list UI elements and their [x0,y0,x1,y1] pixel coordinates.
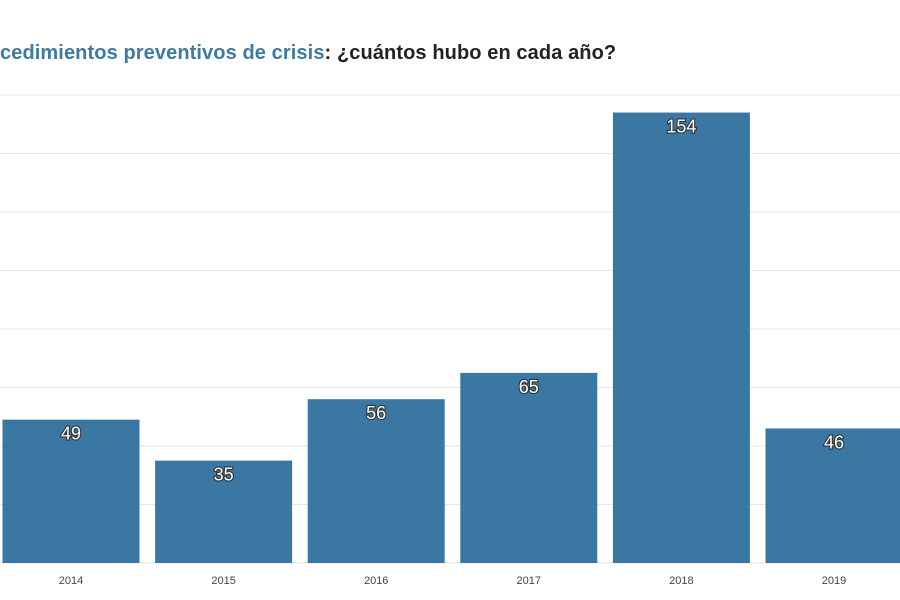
data-label-2016: 56 [366,403,386,423]
bars [2,112,900,564]
data-label-2018: 154 [666,117,696,137]
grid [0,94,900,564]
x-tick-label-2014: 2014 [59,575,83,587]
x-tick-label-2015: 2015 [211,575,235,587]
bar-2016[interactable] [307,399,445,563]
data-label-2017: 65 [519,377,539,397]
x-axis-ticks: 2014 2015 2016 2017 2018 2019 [59,575,846,587]
bar-2018[interactable] [612,112,750,564]
bar-2015[interactable] [155,460,293,563]
x-tick-label-2018: 2018 [669,575,693,587]
x-tick-label-2016: 2016 [364,575,388,587]
chart-title: cedimientos preventivos de crisis: ¿cuán… [0,42,616,65]
chart-title-highlight: cedimientos preventivos de crisis [0,42,325,64]
data-label-2019: 46 [824,432,844,452]
bar-2017[interactable] [460,372,598,563]
bar-2019[interactable] [765,428,900,563]
x-tick-label-2019: 2019 [822,575,846,587]
bar-2014[interactable] [2,419,140,563]
data-labels: 49 35 56 65 154 46 [60,115,845,485]
x-tick-label-2017: 2017 [517,575,541,587]
chart-title-rest: : ¿cuántos hubo en cada año? [324,42,617,64]
data-label-2014: 49 [61,424,81,444]
data-label-2015: 35 [214,465,234,485]
